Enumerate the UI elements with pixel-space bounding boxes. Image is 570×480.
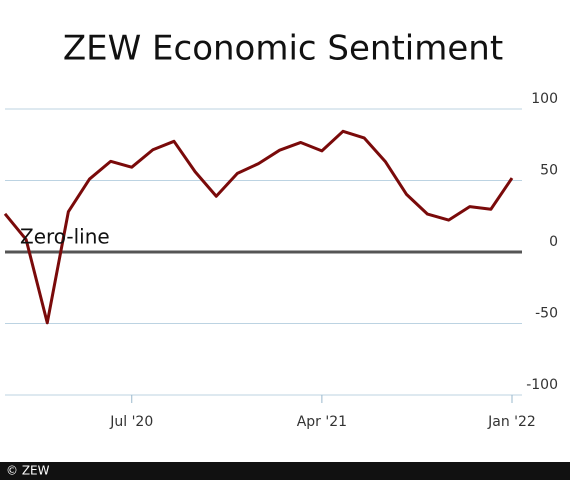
- series-line: [3, 129, 514, 325]
- source: © ZEW: [6, 464, 50, 478]
- x-tick-label: Apr '21: [297, 414, 347, 430]
- chart-title: ZEW Economic Sentiment: [63, 29, 503, 69]
- y-tick-label: 50: [540, 163, 558, 179]
- y-tick-label: 0: [549, 234, 558, 250]
- y-tick-label: -100: [526, 377, 558, 393]
- annotation: Zero-line: [20, 225, 110, 249]
- y-tick-label: -50: [535, 306, 558, 322]
- y-tick-label: 100: [531, 91, 558, 107]
- x-tick-label: Jul '20: [109, 414, 153, 430]
- x-tick-label: Jan '22: [487, 414, 536, 430]
- footer-bar: [0, 462, 570, 480]
